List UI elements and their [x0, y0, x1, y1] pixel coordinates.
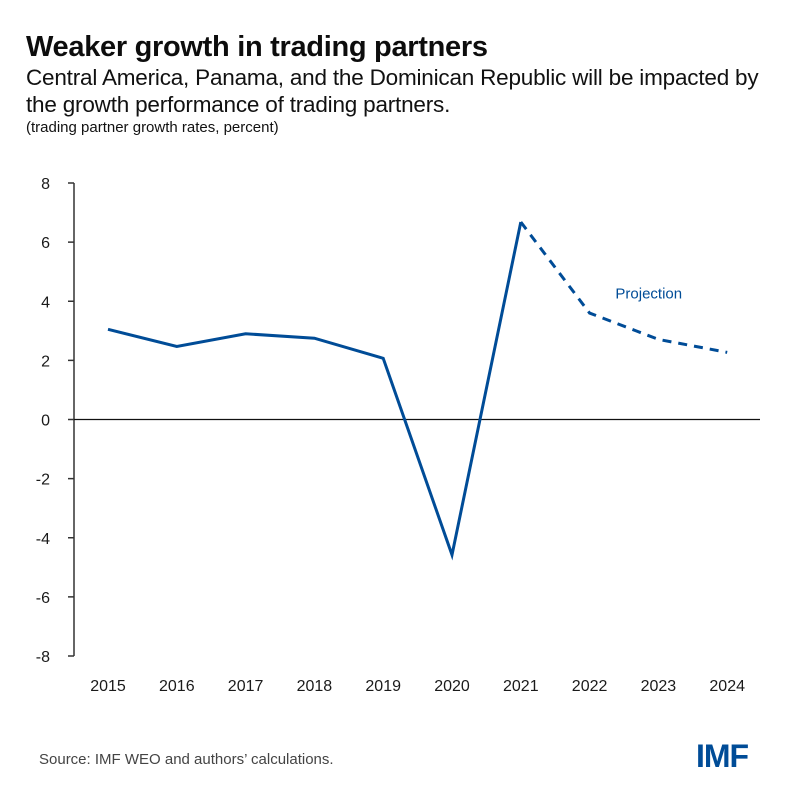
x-tick-label: 2017 — [228, 678, 264, 695]
y-tick-label: -2 — [36, 472, 50, 489]
y-tick-label: 8 — [41, 176, 50, 193]
y-axis: 8 6 4 2 0 -2 -4 -6 -8 — [36, 176, 75, 666]
source-note: Source: IMF WEO and authors’ calculation… — [39, 751, 334, 768]
x-tick-label: 2021 — [503, 678, 539, 695]
x-tick-label: 2023 — [641, 678, 677, 695]
annotations: Projection — [615, 285, 682, 302]
series-lines — [107, 221, 728, 561]
y-tick-label: -4 — [36, 531, 50, 548]
x-tick-label: 2016 — [159, 678, 195, 695]
chart-subtitle: Central America, Panama, and the Dominic… — [26, 65, 759, 117]
x-tick-label: 2020 — [434, 678, 470, 695]
imf-logo: IMF — [696, 738, 749, 774]
y-tick-label: 2 — [41, 353, 50, 370]
projection-label: Projection — [615, 285, 682, 302]
series-line-actual — [107, 221, 523, 561]
unit-note: (trading partner growth rates, percent) — [26, 119, 279, 136]
x-tick-label: 2024 — [709, 678, 745, 695]
series-line-projection — [519, 221, 728, 354]
y-tick-label: 4 — [41, 294, 50, 311]
x-tick-label: 2019 — [365, 678, 401, 695]
x-tick-label: 2022 — [572, 678, 608, 695]
chart-title: Weaker growth in trading partners — [26, 31, 488, 63]
y-tick-label: 0 — [41, 413, 50, 430]
x-axis: 2015 2016 2017 2018 2019 2020 2021 2022 2023 2024 — [74, 418, 760, 695]
y-tick-label: -6 — [36, 590, 50, 607]
x-tick-label: 2015 — [90, 678, 126, 695]
y-tick-label: -8 — [36, 649, 50, 666]
x-tick-label: 2018 — [297, 678, 333, 695]
y-tick-label: 6 — [41, 235, 50, 252]
